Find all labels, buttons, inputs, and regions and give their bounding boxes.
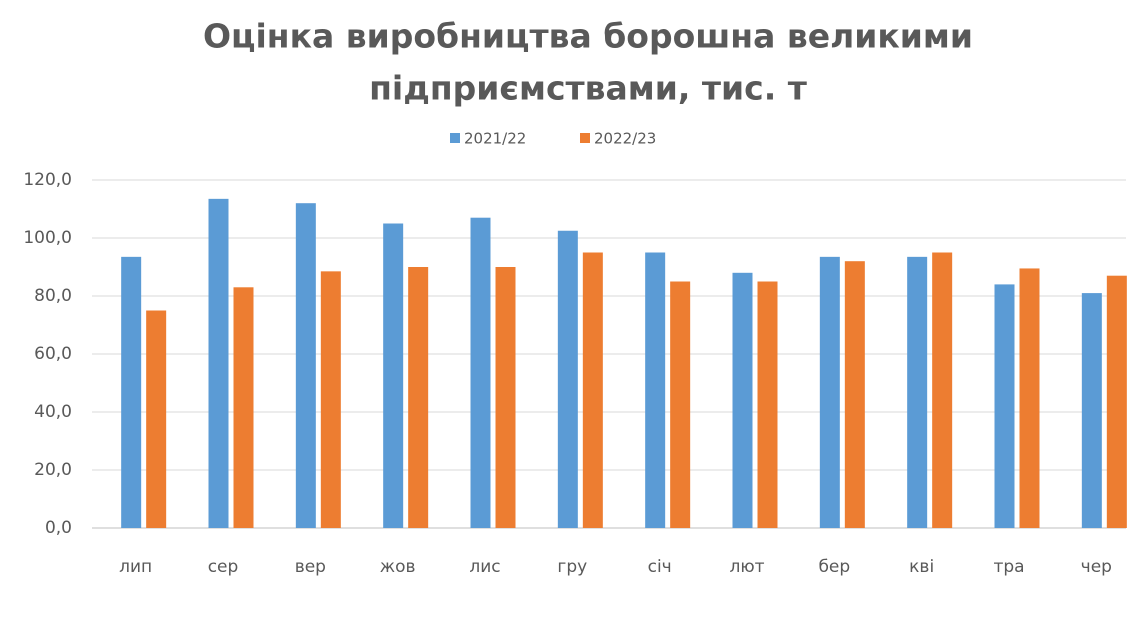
y-tick-label: 80,0 [34, 286, 72, 306]
bar [146, 310, 167, 528]
bar [994, 284, 1015, 528]
bar [670, 281, 691, 528]
x-tick-label: лип [119, 557, 152, 577]
bar [757, 281, 778, 528]
bar [844, 261, 865, 528]
bar [1106, 275, 1127, 528]
x-tick-label: січ [648, 557, 672, 577]
x-tick-label: чер [1081, 557, 1112, 577]
bar [582, 252, 603, 528]
y-tick-label: 100,0 [23, 228, 72, 248]
x-tick-label: бер [818, 557, 850, 577]
y-tick-label: 60,0 [34, 344, 72, 364]
bar [495, 267, 516, 528]
bar [470, 217, 491, 528]
chart-title: підприємствами, тис. т [369, 69, 807, 108]
bar [295, 203, 316, 528]
bar [645, 252, 666, 528]
y-tick-label: 20,0 [34, 460, 72, 480]
legend-swatch [580, 133, 590, 143]
y-tick-label: 40,0 [34, 402, 72, 422]
legend-swatch [450, 133, 460, 143]
bar [732, 272, 753, 528]
bar [819, 256, 840, 528]
x-tick-label: сер [208, 557, 239, 577]
y-tick-label: 0,0 [45, 518, 72, 538]
bar [233, 287, 254, 528]
x-tick-label: тра [993, 557, 1024, 577]
legend-label: 2022/23 [594, 130, 656, 148]
bar [1081, 293, 1102, 528]
bar [1019, 268, 1040, 528]
bar [208, 198, 229, 528]
x-tick-label: жов [380, 557, 416, 577]
x-tick-label: кві [909, 557, 934, 577]
bar [383, 223, 404, 528]
bar [121, 256, 142, 528]
bar [557, 230, 578, 528]
x-tick-label: гру [557, 557, 587, 577]
x-tick-label: лют [729, 557, 764, 577]
bar [932, 252, 953, 528]
chart-title: Оцінка виробництва борошна великими [203, 17, 973, 56]
y-tick-label: 120,0 [23, 170, 72, 190]
bar [907, 256, 928, 528]
bar [320, 271, 341, 528]
x-tick-label: лис [469, 557, 500, 577]
bar [408, 267, 429, 528]
legend-label: 2021/22 [464, 130, 526, 148]
x-tick-label: вер [295, 557, 326, 577]
